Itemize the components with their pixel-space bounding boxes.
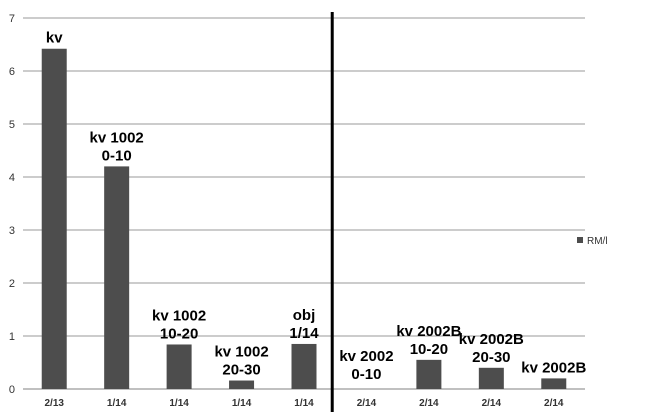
- x-tick-label: 1/14: [107, 398, 127, 409]
- bar-label: kv 2002B: [396, 323, 461, 340]
- x-tick-label: 2/14: [482, 398, 502, 409]
- y-axis-ticks: 0 1 2 3 4 5 6 7: [9, 13, 15, 396]
- bar-label: kv 2002B: [459, 331, 524, 348]
- y-tick-label: 6: [9, 66, 15, 78]
- bar-label: kv: [46, 30, 63, 47]
- bar-label: 10-20: [410, 341, 448, 358]
- x-tick-label: 2/14: [419, 398, 439, 409]
- bar-label: kv 2002B: [521, 359, 586, 376]
- bar-label: 0-10: [102, 147, 132, 164]
- bar-label: kv 1002: [90, 129, 144, 146]
- bar: [166, 344, 192, 389]
- bar-label: kv 1002: [152, 307, 206, 324]
- bars: [41, 48, 567, 390]
- bar: [229, 380, 255, 389]
- y-tick-label: 1: [9, 331, 15, 343]
- x-axis-ticks: 2/13 1/14 1/14 1/14 1/14 2/14 2/14 2/14 2/14: [44, 398, 563, 409]
- y-tick-label: 5: [9, 119, 15, 131]
- y-tick-label: 2: [9, 278, 15, 290]
- x-tick-label: 2/14: [544, 398, 564, 409]
- bar-label: kv 2002: [339, 348, 393, 365]
- bar: [478, 367, 504, 389]
- x-tick-label: 2/13: [44, 398, 64, 409]
- legend-label: RM/l: [587, 236, 608, 247]
- bar-label: 20-30: [472, 349, 510, 366]
- x-tick-label: 1/14: [232, 398, 252, 409]
- y-tick-label: 4: [9, 172, 15, 184]
- y-tick-label: 7: [9, 13, 15, 25]
- legend-swatch: [577, 237, 583, 243]
- bar-label: kv 1002: [214, 344, 268, 361]
- y-tick-label: 0: [9, 384, 15, 396]
- bar-label: 20-30: [222, 362, 260, 379]
- legend: RM/l: [577, 236, 608, 247]
- bar: [291, 343, 317, 389]
- bar: [541, 378, 567, 389]
- bar-label: 10-20: [160, 325, 198, 342]
- bar: [416, 359, 442, 389]
- bar-label: 0-10: [351, 366, 381, 383]
- bar: [104, 166, 130, 389]
- x-tick-label: 1/14: [169, 398, 189, 409]
- bar-label: obj: [293, 307, 316, 324]
- x-tick-label: 1/14: [294, 398, 314, 409]
- bar-label: 1/14: [289, 325, 319, 342]
- bar: [41, 48, 67, 390]
- y-tick-label: 3: [9, 225, 15, 237]
- x-tick-label: 2/14: [357, 398, 377, 409]
